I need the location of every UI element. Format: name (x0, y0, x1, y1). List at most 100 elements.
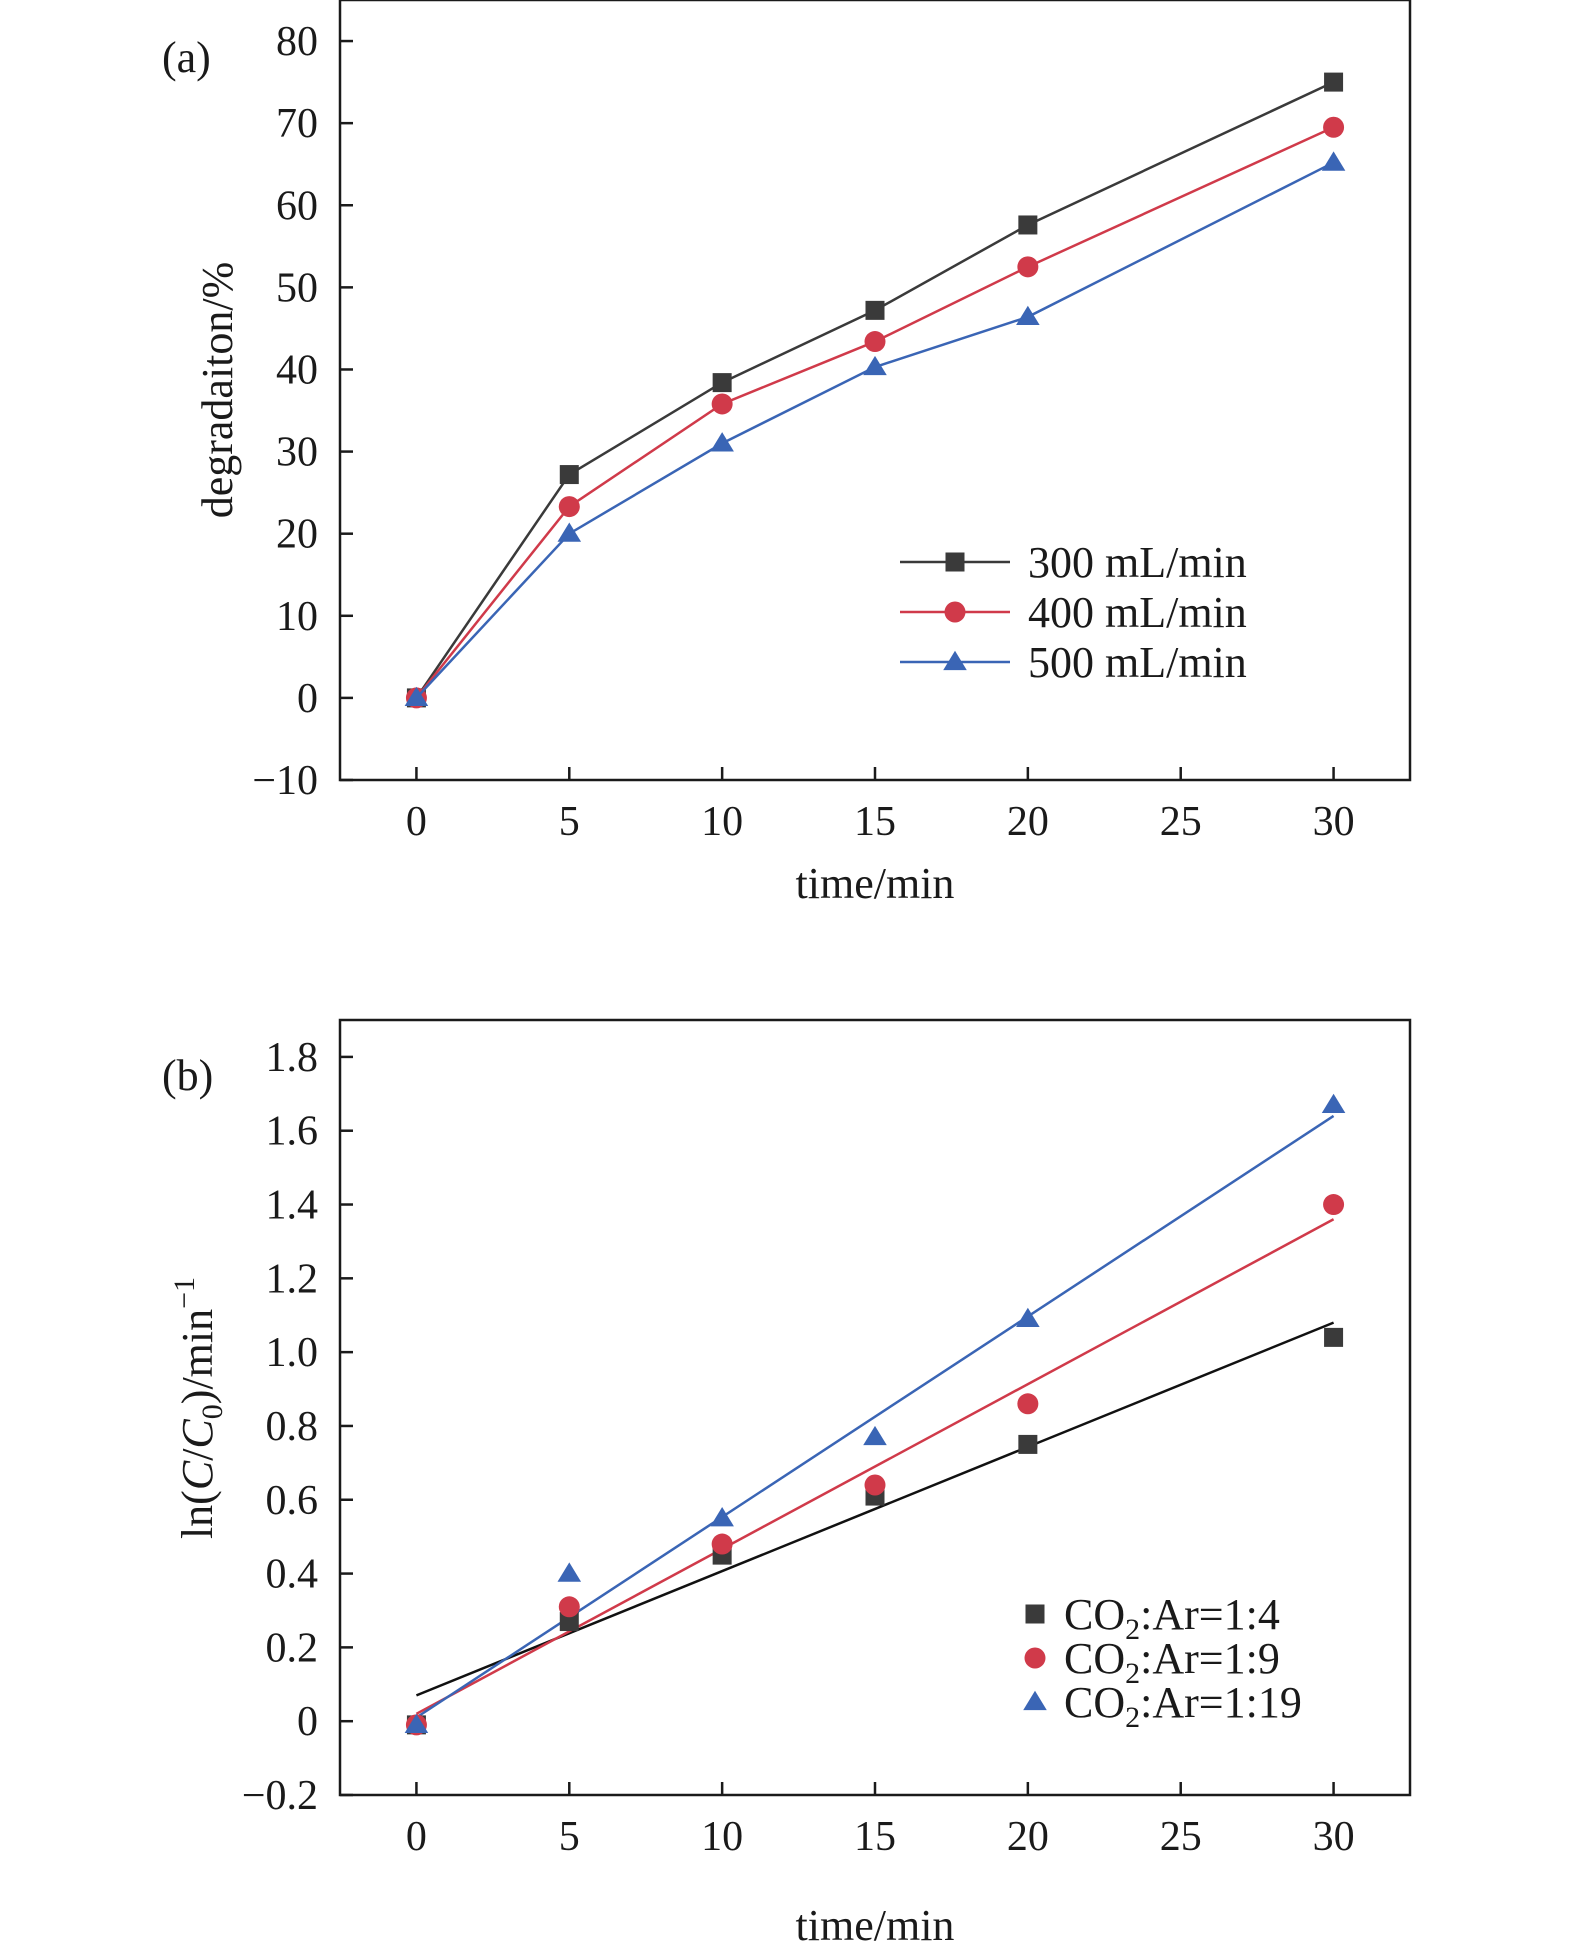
chart-b-y-title-c0-sub: 0 (196, 1404, 229, 1419)
chart-a-point-1 (1018, 215, 1038, 235)
chart-a-y-tick-label: −10 (252, 758, 318, 804)
chart-b: 0 5 10 15 20 25 30−0.200.20.40.60.81.01.21.41.… (162, 1018, 1412, 1950)
chart-b-point-1 (1018, 1434, 1038, 1454)
chart-b-x-tick-label: 5 (559, 1814, 580, 1860)
chart-a-point-1 (1324, 72, 1344, 92)
chart-a-ticks: 0 5 10 15 20 25 30 −10 0 10 20 30 40 50 60 70 80 (252, 19, 1354, 845)
chart-b-legend-label-sub: 2 (1125, 1613, 1140, 1646)
chart-b-legend-label-post: :Ar=1:9 (1140, 1634, 1280, 1683)
chart-a-point-1 (559, 465, 579, 485)
chart-b-y-tick-label: 1.2 (266, 1256, 319, 1302)
chart-b-y-title-c0: C (173, 1419, 222, 1449)
chart-b-y-tick-label: 1.0 (266, 1330, 319, 1376)
chart-a-frame (338, 0, 1412, 782)
chart-a-point-2 (864, 331, 886, 353)
chart-b-x-axis-title: time/min (796, 1901, 955, 1950)
chart-a-point-3 (1016, 305, 1040, 326)
chart-b-fit-line-2 (415, 1218, 1335, 1715)
chart-a-y-tick-label: 10 (276, 594, 318, 640)
chart-a-point-3 (863, 355, 887, 376)
chart-a-legend-label-2: 400 mL/min (1028, 588, 1247, 637)
chart-a-series-line-2 (415, 126, 1335, 699)
chart-b-legend-label-sub: 2 (1125, 1657, 1140, 1690)
chart-a-point-2 (1323, 116, 1345, 138)
chart-b-point-2 (864, 1474, 886, 1496)
chart-a-y-tick-label: 60 (276, 183, 318, 229)
chart-a-x-tick-label: 15 (854, 799, 896, 845)
chart-a-legend-marker-1 (945, 552, 965, 572)
chart-b-legend-marker-2 (1024, 1647, 1046, 1669)
chart-a-x-axis-title: time/min (796, 859, 955, 908)
chart-b-y-tick-label: 0.6 (266, 1478, 319, 1524)
chart-b-y-title-c: C (173, 1460, 222, 1490)
chart-b-x-tick-label: 20 (1007, 1814, 1049, 1860)
chart-b-y-axis-title: ln(C/C0)/min−1 (168, 1277, 229, 1539)
chart-b-y-tick-label: 0.4 (266, 1552, 319, 1598)
chart-b-point-1 (1324, 1327, 1344, 1347)
chart-b-x-tick-label: 25 (1160, 1814, 1202, 1860)
chart-b-panel-label: (b) (162, 1051, 213, 1100)
chart-b-legend-label-post: :Ar=1:4 (1140, 1590, 1280, 1639)
chart-a-y-tick-label: 0 (297, 676, 318, 722)
chart-b-legend-label-pre: CO (1064, 1678, 1125, 1727)
chart-b-point-3 (1321, 1093, 1346, 1114)
chart-a-series (404, 72, 1346, 709)
chart-b-ticks: 0 5 10 15 20 25 30 −0.2 0 0.2 0.4 0.6 0.8 1.0 1.2 1.4 1.… (242, 1035, 1355, 1860)
chart-a-panel-label: (a) (162, 33, 211, 82)
chart-b-y-title-suffix: )/min (173, 1309, 222, 1404)
chart-b-point-2 (558, 1596, 580, 1618)
chart-a-point-2 (1017, 256, 1039, 278)
chart-b-point-3 (863, 1425, 887, 1446)
chart-a-y-tick-label: 40 (276, 347, 318, 393)
chart-b-y-title-sup: −1 (168, 1277, 201, 1309)
chart-b-y-tick-label: −0.2 (242, 1773, 318, 1819)
chart-a-x-tick-label: 25 (1160, 799, 1202, 845)
chart-b-point-3 (557, 1562, 582, 1582)
chart-a-x-tick-label: 5 (559, 799, 580, 845)
chart-a-legend-marker-2 (944, 601, 966, 623)
chart-b-series (404, 1093, 1346, 1736)
chart-b-y-tick-label: 0.8 (266, 1404, 319, 1450)
chart-a-point-2 (711, 393, 733, 415)
chart-a-point-3 (404, 686, 429, 707)
chart-b-point-3 (710, 1507, 734, 1527)
chart-b-point-1 (559, 1612, 579, 1632)
chart-b-legend-label-3: CO2:Ar=1:19 (1064, 1678, 1302, 1734)
chart-b-legend-marker-1 (1025, 1604, 1045, 1624)
chart-b-legend-label-1: CO2:Ar=1:4 (1064, 1590, 1280, 1646)
chart-b-point-2 (1017, 1393, 1039, 1415)
chart-b-legend-marker-3 (1023, 1690, 1047, 1711)
chart-a-x-tick-label: 20 (1007, 799, 1049, 845)
chart-b-point-3 (404, 1713, 429, 1734)
chart-a-y-tick-label: 70 (276, 101, 318, 147)
chart-a-y-tick-label: 20 (276, 512, 318, 558)
chart-b-x-tick-label: 0 (406, 1814, 427, 1860)
chart-b-legend-label-post: :Ar=1:19 (1140, 1678, 1302, 1727)
chart-b-legend-label-pre: CO (1064, 1590, 1125, 1639)
chart-b-legend-label-sub: 2 (1125, 1701, 1140, 1734)
chart-b-y-tick-label: 1.8 (266, 1035, 319, 1081)
chart-b-point-2 (1323, 1194, 1345, 1216)
chart-a-y-tick-label: 50 (276, 265, 318, 311)
chart-a-y-tick-label: 30 (276, 430, 318, 476)
chart-b-y-tick-label: 0 (297, 1699, 318, 1745)
chart-b-y-tick-label: 1.6 (266, 1109, 319, 1155)
chart-b-point-2 (711, 1533, 733, 1555)
chart-a-x-tick-label: 10 (701, 799, 743, 845)
chart-b-fit-line-1 (415, 1321, 1335, 1697)
chart-a-point-2 (558, 496, 580, 518)
chart-b-y-tick-label: 1.4 (266, 1183, 319, 1229)
chart-b-legend-label-pre: CO (1064, 1634, 1125, 1683)
chart-b-x-tick-label: 10 (701, 1814, 743, 1860)
chart-a-point-3 (557, 522, 582, 542)
chart-a-y-tick-label: 80 (276, 19, 318, 65)
chart-a-point-3 (1321, 151, 1346, 171)
chart-a-x-tick-label: 0 (406, 799, 427, 845)
chart-b-y-tick-label: 0.2 (266, 1625, 319, 1671)
chart-a-series-line-3 (415, 161, 1335, 699)
chart-a-legend-label-1: 300 mL/min (1028, 538, 1247, 587)
chart-a-point-3 (710, 432, 734, 452)
